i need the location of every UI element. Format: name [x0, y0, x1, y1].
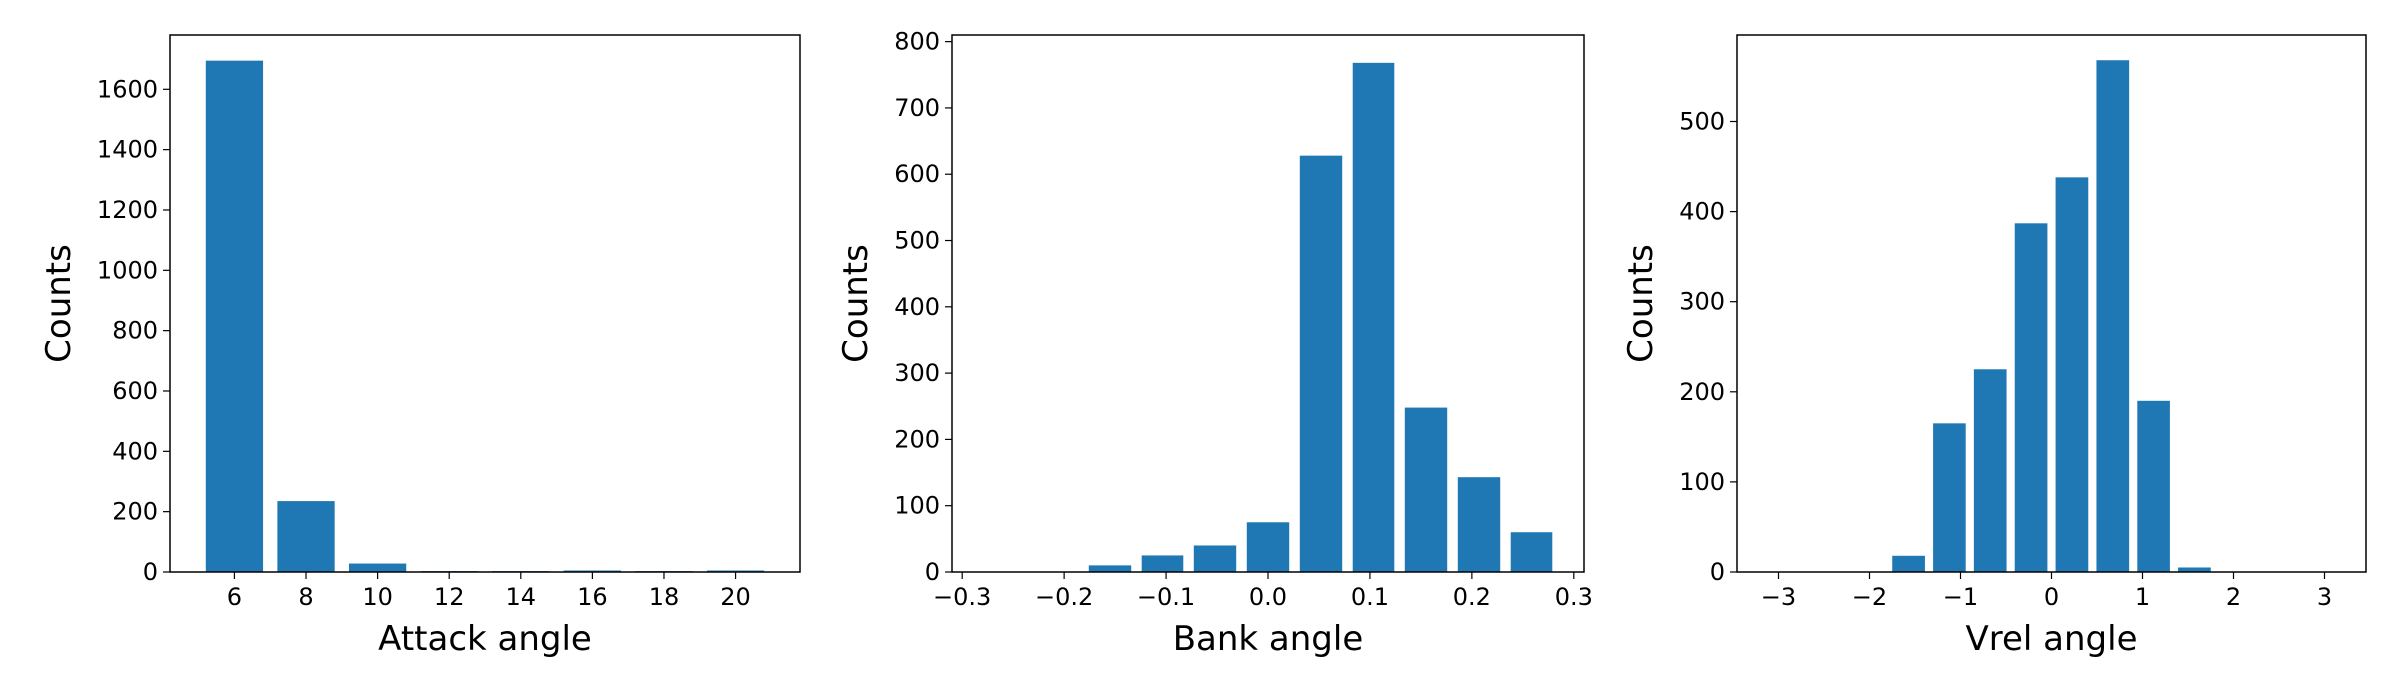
- y-tick-label: 100: [894, 492, 940, 520]
- x-tick-label: 10: [362, 583, 393, 611]
- x-tick-label: 6: [227, 583, 242, 611]
- x-tick-label: 18: [649, 583, 680, 611]
- x-tick-label: 0.3: [1555, 583, 1593, 611]
- x-tick-label: −0.1: [1137, 583, 1195, 611]
- y-axis-label: Counts: [39, 244, 79, 363]
- y-tick-label: 200: [1679, 378, 1725, 406]
- x-tick-label: 3: [2317, 583, 2332, 611]
- y-tick-label: 300: [1679, 288, 1725, 316]
- x-tick-label: 8: [298, 583, 313, 611]
- x-tick-label: −0.2: [1035, 583, 1093, 611]
- bar: [1892, 555, 1925, 572]
- y-tick-label: 0: [1710, 558, 1725, 586]
- x-tick-label: 0.0: [1249, 583, 1287, 611]
- x-tick-label: −0.3: [933, 583, 991, 611]
- y-tick-label: 400: [894, 293, 940, 321]
- y-axis-label: Counts: [836, 244, 876, 363]
- bar: [563, 570, 622, 572]
- y-tick-label: 500: [1679, 107, 1725, 135]
- bar: [1088, 565, 1132, 572]
- y-tick-label: 100: [1679, 468, 1725, 496]
- x-tick-label: 0: [2044, 583, 2059, 611]
- y-tick-label: 0: [925, 558, 940, 586]
- bar: [2055, 177, 2089, 572]
- y-tick-label: 300: [894, 359, 940, 387]
- bar: [1933, 423, 1966, 572]
- bar: [1457, 477, 1501, 572]
- x-tick-label: 20: [720, 583, 751, 611]
- y-tick-label: 400: [112, 437, 158, 465]
- y-tick-label: 200: [112, 498, 158, 526]
- y-tick-label: 0: [143, 558, 158, 586]
- axes-frame: [169, 34, 801, 573]
- x-axis-label: Attack angle: [378, 619, 592, 659]
- y-tick-label: 1000: [97, 256, 158, 284]
- y-tick-label: 500: [894, 227, 940, 255]
- y-tick-label: 800: [894, 28, 940, 56]
- y-axis-label: Counts: [1621, 244, 1661, 363]
- bar: [1299, 155, 1343, 573]
- x-tick-label: −1: [1943, 583, 1978, 611]
- x-tick-label: 0.1: [1351, 583, 1389, 611]
- x-tick-label: 14: [506, 583, 537, 611]
- y-tick-label: 800: [112, 317, 158, 345]
- bar: [2096, 60, 2130, 573]
- x-tick-label: 16: [577, 583, 608, 611]
- x-tick-label: 12: [434, 583, 465, 611]
- bar: [1246, 522, 1290, 572]
- x-tick-label: −2: [1852, 583, 1887, 611]
- y-tick-label: 600: [894, 160, 940, 188]
- y-tick-label: 200: [894, 425, 940, 453]
- x-axis-label: Vrel angle: [1966, 619, 2138, 659]
- x-axis-label: Bank angle: [1173, 619, 1364, 659]
- bar: [1141, 555, 1184, 572]
- x-tick-label: 1: [2135, 583, 2150, 611]
- bar: [2178, 567, 2211, 572]
- bar: [1193, 545, 1237, 572]
- x-tick-label: −3: [1761, 583, 1796, 611]
- bar: [706, 570, 765, 572]
- bar: [1510, 532, 1553, 572]
- bar: [2014, 223, 2048, 572]
- bar: [2137, 400, 2170, 572]
- bar: [348, 563, 407, 572]
- x-tick-label: 0.2: [1453, 583, 1491, 611]
- bar: [1973, 369, 2007, 572]
- y-tick-label: 600: [112, 377, 158, 405]
- bar: [205, 60, 264, 573]
- bar: [1352, 62, 1395, 572]
- y-tick-label: 1600: [97, 75, 158, 103]
- x-tick-label: 2: [2226, 583, 2241, 611]
- y-tick-label: 700: [894, 94, 940, 122]
- y-tick-label: 1400: [97, 136, 158, 164]
- y-tick-label: 1200: [97, 196, 158, 224]
- bar: [1404, 407, 1448, 572]
- bar: [277, 501, 335, 572]
- axes-frame: [1736, 34, 2367, 573]
- y-tick-label: 400: [1679, 198, 1725, 226]
